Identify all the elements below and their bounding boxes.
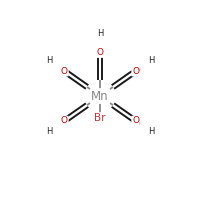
Text: O: O (132, 116, 139, 125)
Text: O: O (61, 116, 68, 125)
Text: H: H (46, 127, 52, 136)
Text: O: O (61, 67, 68, 76)
Text: H: H (148, 127, 154, 136)
Text: Mn: Mn (91, 90, 109, 103)
Text: O: O (96, 48, 104, 57)
Text: H: H (97, 29, 103, 38)
Text: O: O (132, 67, 139, 76)
Text: H: H (46, 56, 52, 65)
Text: H: H (148, 56, 154, 65)
Text: Br: Br (94, 113, 106, 123)
